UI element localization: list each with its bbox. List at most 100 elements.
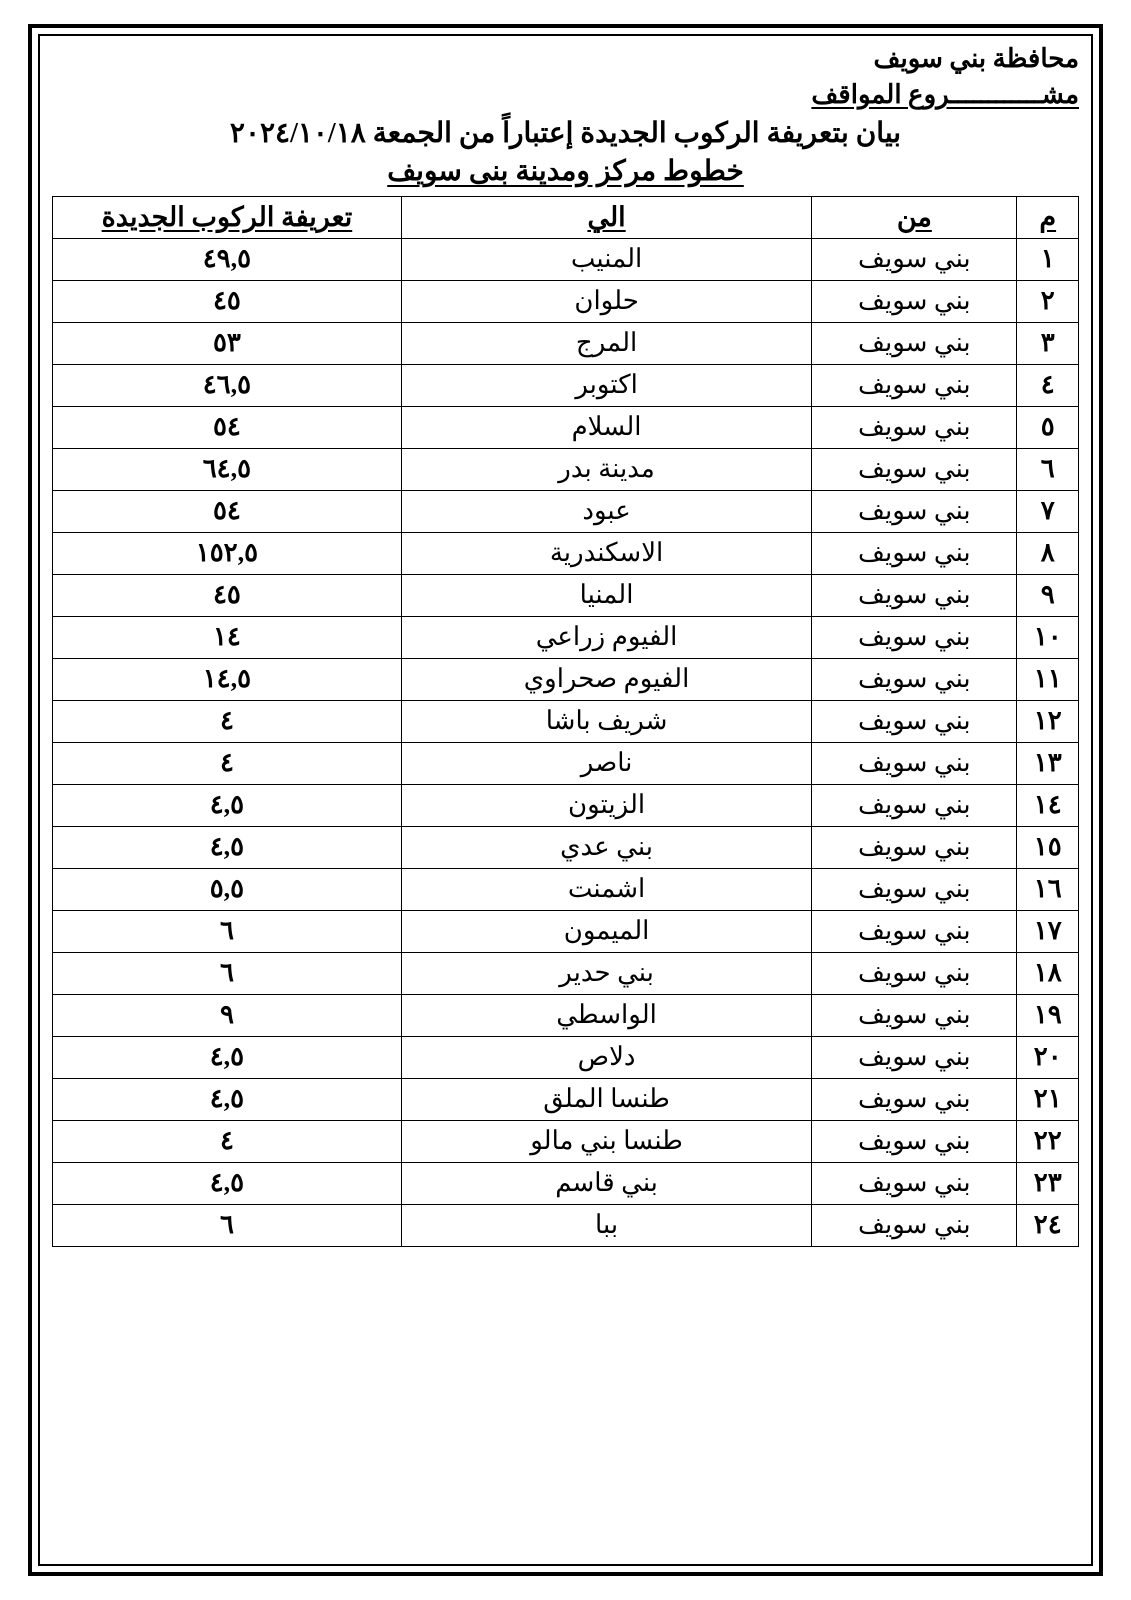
cell-to: الاسكندرية — [401, 532, 811, 574]
cell-to: المنيا — [401, 574, 811, 616]
cell-to: اكتوبر — [401, 364, 811, 406]
table-row: ٢١بني سويفطنسا الملق٤,٥ — [53, 1078, 1079, 1120]
cell-to: شريف باشا — [401, 700, 811, 742]
cell-idx: ١١ — [1017, 658, 1079, 700]
cell-idx: ٧ — [1017, 490, 1079, 532]
cell-from: بني سويف — [812, 448, 1017, 490]
table-row: ١٩بني سويفالواسطي٩ — [53, 994, 1079, 1036]
cell-from: بني سويف — [812, 616, 1017, 658]
cell-to: الفيوم زراعي — [401, 616, 811, 658]
cell-idx: ٢١ — [1017, 1078, 1079, 1120]
cell-fare: ٤ — [53, 1120, 402, 1162]
cell-to: بني قاسم — [401, 1162, 811, 1204]
cell-from: بني سويف — [812, 1162, 1017, 1204]
cell-fare: ٩ — [53, 994, 402, 1036]
table-row: ٦بني سويفمدينة بدر٦٤,٥ — [53, 448, 1079, 490]
cell-fare: ٤,٥ — [53, 826, 402, 868]
cell-idx: ٢ — [1017, 280, 1079, 322]
cell-to: ببا — [401, 1204, 811, 1246]
cell-fare: ٤,٥ — [53, 1036, 402, 1078]
cell-idx: ٢٢ — [1017, 1120, 1079, 1162]
cell-fare: ٤ — [53, 742, 402, 784]
table-row: ١٠بني سويفالفيوم زراعي١٤ — [53, 616, 1079, 658]
table-row: ٥بني سويفالسلام٥٤ — [53, 406, 1079, 448]
cell-from: بني سويف — [812, 364, 1017, 406]
table-row: ٣بني سويفالمرج٥٣ — [53, 322, 1079, 364]
table-row: ١بني سويفالمنيب٤٩,٥ — [53, 238, 1079, 280]
cell-idx: ١٦ — [1017, 868, 1079, 910]
table-row: ٤بني سويفاكتوبر٤٦,٥ — [53, 364, 1079, 406]
cell-from: بني سويف — [812, 658, 1017, 700]
col-fare: تعريفة الركوب الجديدة — [53, 196, 402, 238]
cell-idx: ١٢ — [1017, 700, 1079, 742]
cell-to: الميمون — [401, 910, 811, 952]
cell-to: عبود — [401, 490, 811, 532]
col-idx: م — [1017, 196, 1079, 238]
cell-idx: ١٨ — [1017, 952, 1079, 994]
fare-table: م من الي تعريفة الركوب الجديدة ١بني سويف… — [52, 196, 1079, 1247]
table-row: ٨بني سويفالاسكندرية١٥٢,٥ — [53, 532, 1079, 574]
table-row: ١٢بني سويفشريف باشا٤ — [53, 700, 1079, 742]
cell-idx: ٣ — [1017, 322, 1079, 364]
cell-to: طنسا الملق — [401, 1078, 811, 1120]
cell-to: السلام — [401, 406, 811, 448]
inner-frame: محافظة بني سويف مشــــــــــــروع المواق… — [38, 34, 1093, 1566]
governorate-line: محافظة بني سويف — [52, 36, 1079, 80]
cell-from: بني سويف — [812, 742, 1017, 784]
cell-idx: ١٤ — [1017, 784, 1079, 826]
table-row: ١٥بني سويفبني عدي٤,٥ — [53, 826, 1079, 868]
cell-fare: ٦٤,٥ — [53, 448, 402, 490]
table-row: ٧بني سويفعبود٥٤ — [53, 490, 1079, 532]
cell-from: بني سويف — [812, 238, 1017, 280]
cell-from: بني سويف — [812, 280, 1017, 322]
cell-idx: ٤ — [1017, 364, 1079, 406]
cell-to: بني عدي — [401, 826, 811, 868]
cell-from: بني سويف — [812, 952, 1017, 994]
project-line-text: مشــــــــــــروع المواقف — [811, 80, 1079, 109]
table-row: ١٨بني سويفبني حدير٦ — [53, 952, 1079, 994]
table-row: ٢٢بني سويفطنسا بني مالو٤ — [53, 1120, 1079, 1162]
cell-idx: ٥ — [1017, 406, 1079, 448]
cell-idx: ٩ — [1017, 574, 1079, 616]
cell-from: بني سويف — [812, 826, 1017, 868]
cell-to: دلاص — [401, 1036, 811, 1078]
outer-frame: محافظة بني سويف مشــــــــــــروع المواق… — [28, 24, 1103, 1576]
cell-fare: ٥,٥ — [53, 868, 402, 910]
cell-idx: ١ — [1017, 238, 1079, 280]
table-row: ١٤بني سويفالزيتون٤,٥ — [53, 784, 1079, 826]
table-row: ١٧بني سويفالميمون٦ — [53, 910, 1079, 952]
cell-fare: ٤٥ — [53, 574, 402, 616]
document-page: محافظة بني سويف مشــــــــــــروع المواق… — [0, 0, 1131, 1600]
cell-from: بني سويف — [812, 1078, 1017, 1120]
cell-from: بني سويف — [812, 910, 1017, 952]
cell-to: طنسا بني مالو — [401, 1120, 811, 1162]
cell-fare: ١٥٢,٥ — [53, 532, 402, 574]
cell-fare: ١٤ — [53, 616, 402, 658]
cell-fare: ٦ — [53, 1204, 402, 1246]
cell-fare: ٤٥ — [53, 280, 402, 322]
cell-from: بني سويف — [812, 406, 1017, 448]
cell-from: بني سويف — [812, 322, 1017, 364]
cell-fare: ٤ — [53, 700, 402, 742]
cell-idx: ١٣ — [1017, 742, 1079, 784]
cell-idx: ٦ — [1017, 448, 1079, 490]
cell-from: بني سويف — [812, 1036, 1017, 1078]
cell-from: بني سويف — [812, 1120, 1017, 1162]
cell-from: بني سويف — [812, 532, 1017, 574]
table-row: ٢٣بني سويفبني قاسم٤,٥ — [53, 1162, 1079, 1204]
cell-fare: ٤,٥ — [53, 1078, 402, 1120]
cell-to: المنيب — [401, 238, 811, 280]
cell-from: بني سويف — [812, 994, 1017, 1036]
col-from: من — [812, 196, 1017, 238]
cell-from: بني سويف — [812, 868, 1017, 910]
cell-fare: ٦ — [53, 952, 402, 994]
cell-to: ناصر — [401, 742, 811, 784]
cell-from: بني سويف — [812, 490, 1017, 532]
cell-fare: ٤,٥ — [53, 1162, 402, 1204]
cell-idx: ٢٤ — [1017, 1204, 1079, 1246]
cell-fare: ٥٤ — [53, 406, 402, 448]
cell-to: حلوان — [401, 280, 811, 322]
cell-fare: ٤,٥ — [53, 784, 402, 826]
cell-to: بني حدير — [401, 952, 811, 994]
cell-to: الزيتون — [401, 784, 811, 826]
